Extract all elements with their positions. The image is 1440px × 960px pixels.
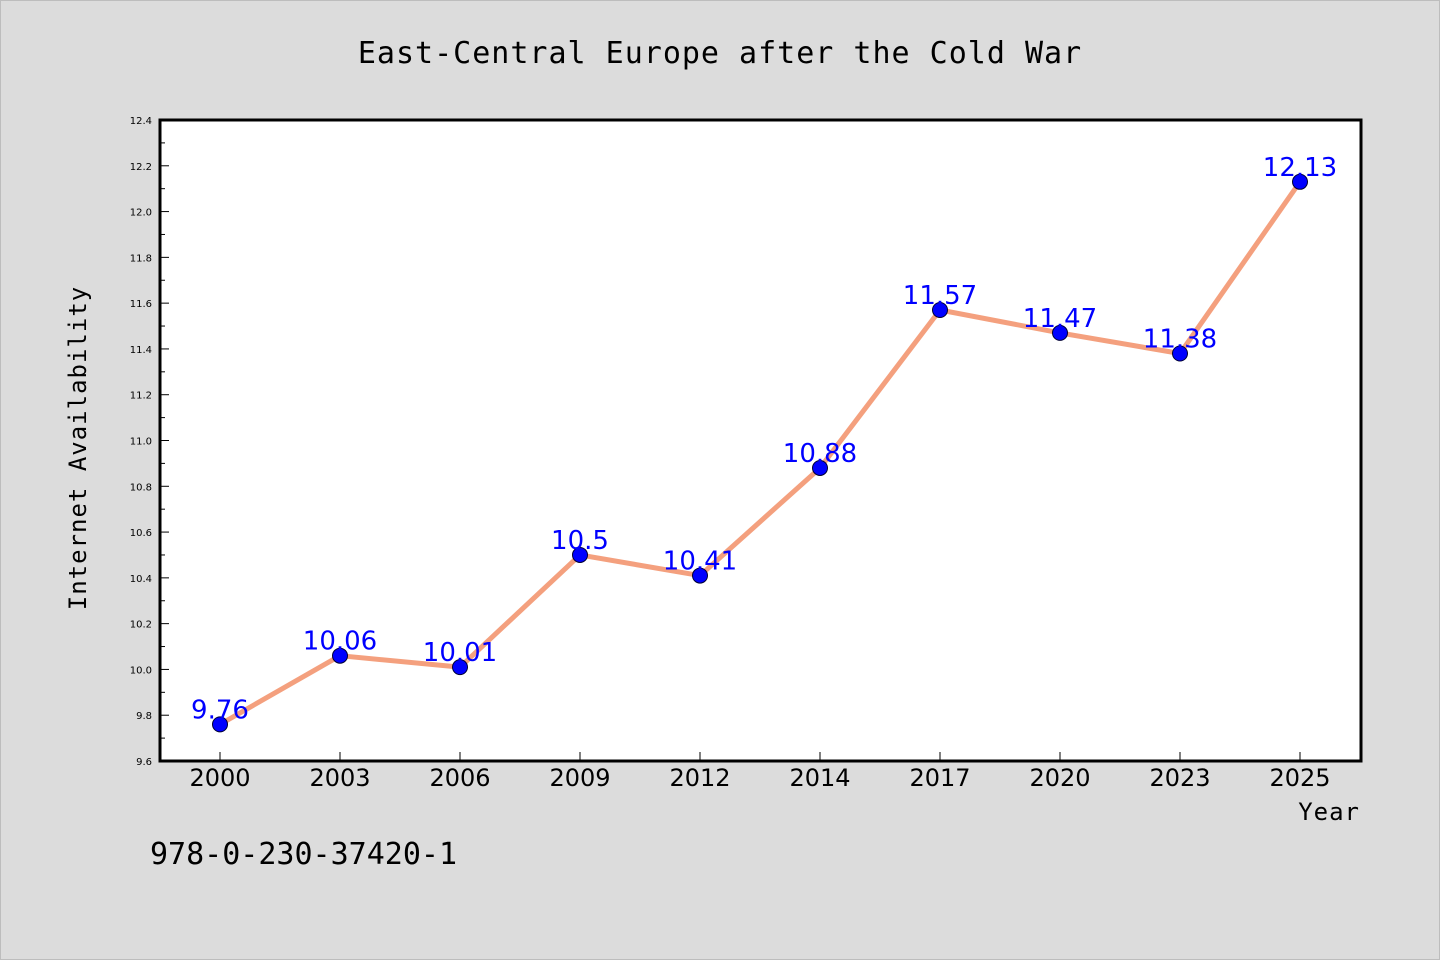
y-tick-label: 10.6	[130, 528, 152, 539]
plot-area	[160, 120, 1361, 761]
isbn-text: 978-0-230-37420-1	[150, 837, 457, 872]
data-label: 10.88	[783, 439, 857, 469]
chart-title: East-Central Europe after the Cold War	[358, 36, 1082, 71]
data-label: 11.38	[1143, 325, 1217, 355]
x-tick-label: 2023	[1149, 764, 1210, 792]
y-tick-label: 12.2	[130, 162, 152, 173]
y-tick-label: 11.2	[130, 391, 152, 402]
x-tick-label: 2014	[789, 764, 850, 792]
y-tick-label: 9.6	[136, 757, 152, 768]
x-axis-label: Year	[1298, 798, 1360, 826]
series-line	[218, 180, 1303, 727]
x-axis: 2000 2003 2006 2009 2012 2014 2017 2020 2023 2025	[189, 752, 1331, 792]
x-tick-label: 2025	[1269, 764, 1330, 792]
y-tick-label: 10.0	[130, 665, 152, 676]
data-label: 10.01	[423, 638, 497, 668]
x-tick-label: 2003	[309, 764, 370, 792]
x-tick-label: 2006	[429, 764, 490, 792]
data-point-marker	[572, 546, 588, 563]
data-label: 12.13	[1263, 153, 1337, 183]
y-axis-label: Internet Availability	[64, 286, 92, 610]
y-tick-label: 12.0	[130, 208, 152, 219]
data-point-marker	[932, 302, 948, 319]
y-tick-label: 10.8	[130, 482, 152, 493]
x-tick-label: 2012	[669, 764, 730, 792]
y-tick-label: 12.4	[130, 116, 152, 127]
data-label: 11.47	[1023, 304, 1097, 334]
data-label: 11.57	[903, 281, 977, 311]
data-point-marker	[452, 659, 468, 676]
data-label: 10.06	[303, 627, 377, 657]
data-point-marker	[1292, 173, 1308, 190]
data-point-marker	[1052, 324, 1068, 341]
y-tick-label: 10.4	[130, 574, 152, 585]
y-axis: 9.6 9.8 10.0 10.2 10.4 10.6 10.8 11.0 11.2 11.4 11…	[130, 116, 169, 768]
x-tick-label: 2017	[909, 764, 970, 792]
plot-frame	[158, 118, 1363, 763]
y-tick-label: 11.6	[130, 299, 152, 310]
y-tick-label: 9.8	[136, 711, 152, 722]
x-tick-label: 2000	[189, 764, 250, 792]
series-markers	[212, 173, 1308, 733]
data-point-marker	[692, 567, 708, 584]
y-tick-label: 11.4	[130, 345, 152, 356]
y-tick-label: 11.0	[130, 437, 152, 448]
data-label: 9.76	[191, 695, 249, 725]
y-tick-label: 10.2	[130, 620, 152, 631]
data-label: 10.5	[551, 526, 609, 556]
x-tick-label: 2020	[1029, 764, 1090, 792]
data-point-marker	[212, 716, 228, 733]
data-labels: 9.76 10.06 10.01 10.5 10.41 10.88 11.57 11.47 11…	[191, 153, 1337, 726]
y-tick-label: 11.8	[130, 253, 152, 264]
data-point-marker	[1172, 345, 1188, 362]
x-tick-label: 2009	[549, 764, 610, 792]
data-point-marker	[332, 647, 348, 664]
data-point-marker	[812, 459, 828, 476]
data-label: 10.41	[663, 547, 737, 577]
